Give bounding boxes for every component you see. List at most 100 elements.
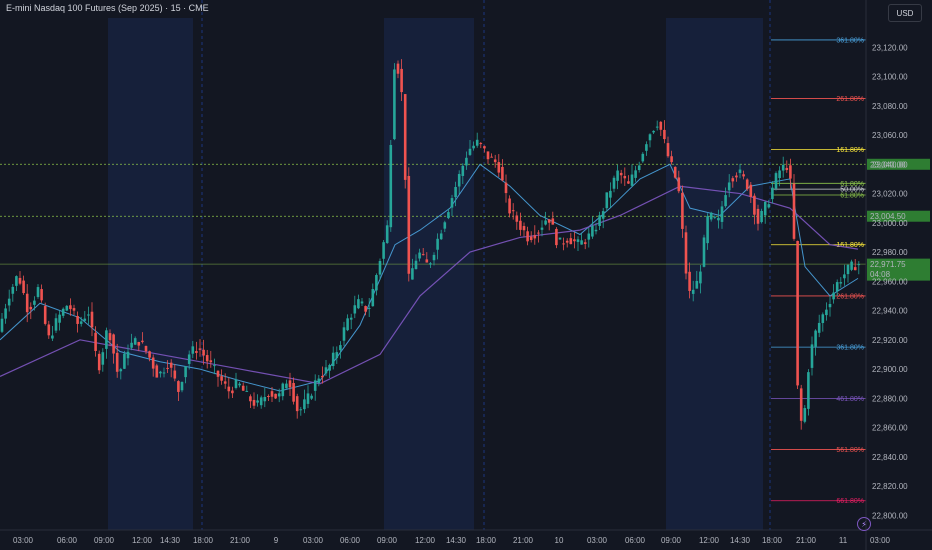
- candle-body: [447, 212, 450, 219]
- candle-body: [814, 330, 817, 347]
- candle-body: [321, 375, 324, 378]
- candle-body: [159, 371, 162, 374]
- candle-body: [414, 260, 418, 270]
- candle-body: [853, 267, 857, 271]
- price-badge-label: 23,004.50: [870, 212, 906, 221]
- candle-body: [364, 306, 367, 312]
- candle-body: [429, 263, 432, 265]
- candle-body: [778, 170, 781, 179]
- candle-body: [141, 340, 144, 343]
- candle-body: [684, 232, 688, 274]
- fib-level-label: 161.80%: [836, 242, 864, 249]
- x-tick-label: 14:30: [160, 536, 181, 545]
- candle-body: [342, 327, 346, 341]
- candle-body: [547, 219, 551, 223]
- candle-body: [591, 225, 594, 237]
- candle-body: [108, 333, 112, 341]
- candle-body: [389, 144, 393, 228]
- y-tick-label: 22,920.00: [872, 336, 908, 345]
- candle-body: [522, 226, 526, 231]
- candle-body: [295, 396, 299, 412]
- candle-body: [655, 126, 659, 128]
- candle-body: [22, 280, 25, 294]
- candle-body: [69, 305, 72, 310]
- candle-body: [94, 332, 97, 351]
- candle-body: [418, 252, 421, 259]
- y-tick-label: 23,060.00: [872, 131, 908, 140]
- candle-body: [241, 385, 245, 391]
- candle-body: [277, 393, 281, 397]
- chart-title: E-mini Nasdaq 100 Futures (Sep 2025) · 1…: [6, 3, 209, 13]
- candle-body: [270, 391, 274, 397]
- candle-body: [119, 369, 123, 372]
- candle-body: [25, 293, 29, 313]
- price-badge: [867, 210, 930, 222]
- candle-body: [144, 345, 148, 352]
- candle-body: [252, 399, 256, 406]
- x-tick-label: 18:00: [762, 536, 783, 545]
- candle-body: [551, 218, 555, 225]
- candle-body: [375, 275, 378, 291]
- x-tick-label: 21:00: [513, 536, 534, 545]
- candle-body: [450, 198, 454, 208]
- candle-body: [112, 334, 115, 354]
- candle-body: [630, 174, 634, 186]
- candle-body: [526, 231, 529, 242]
- candle-body: [87, 314, 90, 316]
- candle-body: [169, 362, 173, 368]
- x-tick-label: 12:00: [699, 536, 720, 545]
- candle-body: [753, 195, 756, 215]
- candle-body: [234, 379, 238, 388]
- y-tick-label: 23,000.00: [872, 219, 908, 228]
- candle-body: [43, 306, 47, 324]
- candle-body: [313, 380, 317, 391]
- x-tick-label: 9: [274, 536, 279, 545]
- candle-body: [713, 216, 717, 218]
- candle-body: [735, 175, 738, 178]
- y-tick-label: 22,840.00: [872, 453, 908, 462]
- candle-body: [727, 182, 731, 191]
- candle-body: [7, 298, 11, 306]
- candle-body: [126, 351, 130, 359]
- candle-body: [576, 239, 580, 242]
- x-tick-label: 14:30: [446, 536, 467, 545]
- candle-body: [609, 190, 612, 198]
- candle-body: [681, 192, 684, 229]
- candle-body: [317, 378, 321, 383]
- candle-body: [130, 342, 133, 348]
- candle-body: [846, 264, 850, 275]
- candle-body: [738, 169, 742, 173]
- candle-body: [288, 380, 292, 388]
- fib-level-label: 361.80%: [836, 37, 864, 44]
- candle-body: [461, 165, 465, 176]
- x-tick-label: 09:00: [377, 536, 398, 545]
- candle-body: [231, 390, 234, 394]
- candle-body: [587, 233, 591, 240]
- x-tick-label: 12:00: [132, 536, 153, 545]
- candle-body: [357, 299, 360, 309]
- x-tick-label: 06:00: [625, 536, 646, 545]
- candle-body: [756, 208, 760, 224]
- candle-body: [637, 165, 641, 170]
- fib-level-label: 461.80%: [836, 396, 864, 403]
- candle-body: [857, 264, 861, 266]
- candle-body: [61, 308, 65, 316]
- candle-body: [306, 393, 310, 404]
- candle-body: [612, 177, 616, 189]
- x-tick-label: 21:00: [230, 536, 251, 545]
- lightning-icon[interactable]: ⚡: [857, 517, 871, 531]
- candle-body: [673, 166, 677, 178]
- candle-body: [267, 396, 270, 398]
- candle-body: [18, 277, 22, 284]
- candle-body: [411, 268, 414, 280]
- currency-selector[interactable]: USD: [888, 4, 922, 22]
- candle-body: [162, 372, 166, 374]
- candle-body: [817, 322, 821, 333]
- candle-body: [432, 254, 436, 261]
- candle-body: [335, 352, 339, 359]
- candle-body: [529, 236, 533, 241]
- candle-body: [479, 143, 483, 145]
- y-tick-label: 23,080.00: [872, 102, 908, 111]
